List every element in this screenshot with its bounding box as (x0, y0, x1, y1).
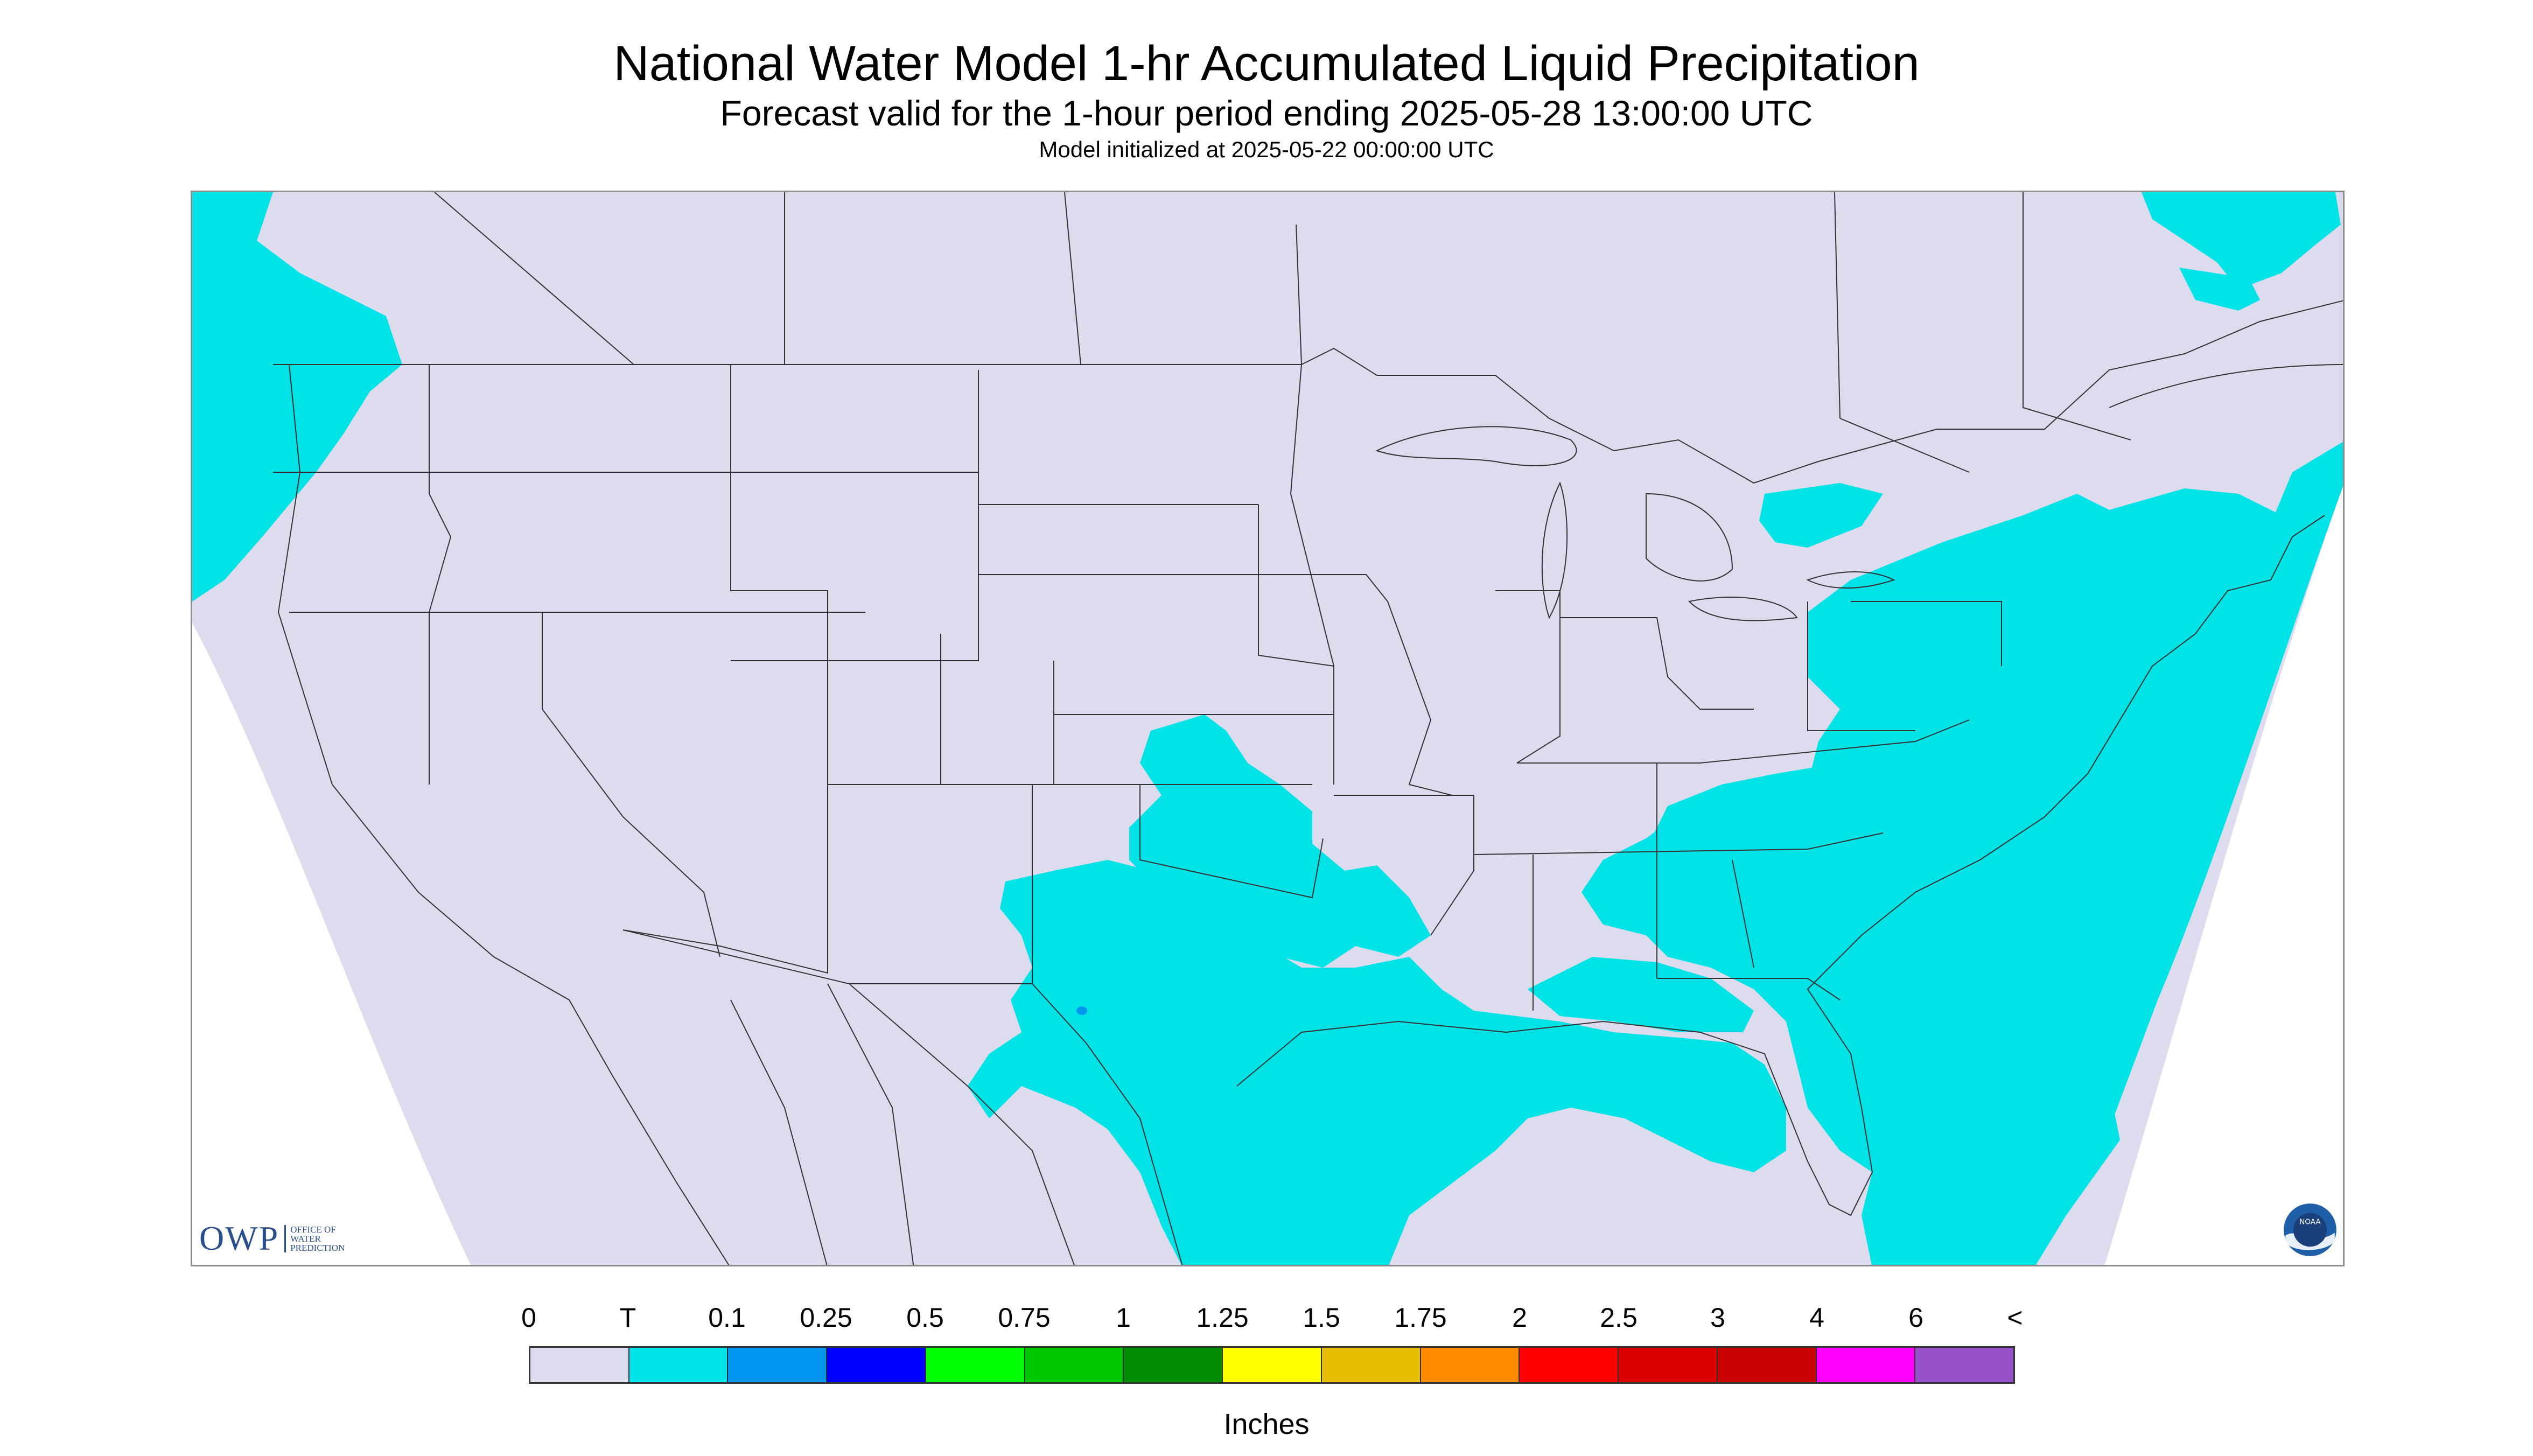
legend-swatch-7 (1223, 1348, 1322, 1382)
legend-label-5: 0.75 (998, 1303, 1051, 1333)
legend-label-4: 0.5 (906, 1303, 944, 1333)
legend-swatch-8 (1321, 1348, 1421, 1382)
precip-region-quebec-north (2142, 192, 2341, 289)
precip-region-ontario (1759, 483, 1883, 548)
legend-swatch-0 (530, 1348, 629, 1382)
legend-label-15: < (2007, 1303, 2023, 1333)
legend-label-1: T (619, 1303, 636, 1333)
legend-label-0: 0 (521, 1303, 536, 1333)
legend-label-9: 1.75 (1394, 1303, 1447, 1333)
svg-text:NOAA: NOAA (2299, 1218, 2321, 1227)
owp-logo-mark: OWP (199, 1219, 279, 1257)
map-subtitle: Forecast valid for the 1-hour period end… (720, 93, 1813, 133)
legend-swatch-12 (1717, 1348, 1817, 1382)
precip-region-southern-plains (1129, 715, 1431, 968)
legend-swatch-13 (1816, 1348, 1916, 1382)
legend-label-14: 6 (1908, 1303, 1923, 1333)
state-boundaries (273, 192, 2343, 1265)
noaa-logo-icon: NOAA (2283, 1202, 2338, 1257)
legend-label-12: 3 (1710, 1303, 1725, 1333)
legend-label-7: 1.25 (1196, 1303, 1249, 1333)
owp-logo: OWP OFFICE OF WATER PREDICTION (199, 1217, 355, 1260)
precip-region-atlantic (1582, 442, 2343, 1265)
legend-label-11: 2.5 (1600, 1303, 1638, 1333)
model-init-text: Model initialized at 2025-05-22 00:00:00… (1039, 137, 1494, 162)
legend-label-2: 0.1 (708, 1303, 746, 1333)
precip-region-bahamas (1915, 1065, 2120, 1265)
precip-heavy-spot (1076, 1006, 1087, 1015)
legend-swatch-1 (629, 1348, 729, 1382)
legend-swatch-10 (1520, 1348, 1619, 1382)
precip-region-gulf-central (1215, 1086, 1431, 1265)
precip-region-quebec-patch (2179, 268, 2260, 311)
legend-swatch-4 (926, 1348, 1025, 1382)
precipitation-map (191, 191, 2345, 1266)
precip-region-pacific-nw (192, 192, 402, 601)
legend-swatch-14 (1915, 1348, 2014, 1382)
legend-label-3: 0.25 (800, 1303, 852, 1333)
owp-logo-text: OFFICE OF WATER PREDICTION (284, 1224, 355, 1252)
precip-region-southeast-interior (1646, 785, 1808, 935)
legend-label-13: 4 (1809, 1303, 1824, 1333)
legend-swatch-3 (827, 1348, 926, 1382)
precip-region-gulf-coast-east (1528, 957, 1754, 1032)
legend-label-10: 2 (1512, 1303, 1527, 1333)
legend-swatch-6 (1124, 1348, 1223, 1382)
legend-swatch-2 (728, 1348, 828, 1382)
map-title: National Water Model 1-hr Accumulated Li… (613, 36, 1920, 91)
legend-label-8: 1.5 (1303, 1303, 1340, 1333)
precip-color-legend (529, 1346, 2015, 1384)
legend-swatch-9 (1421, 1348, 1520, 1382)
legend-swatch-5 (1025, 1348, 1124, 1382)
legend-units: Inches (1223, 1408, 1310, 1440)
legend-label-6: 1 (1116, 1303, 1131, 1333)
legend-swatch-11 (1619, 1348, 1718, 1382)
precip-region-texas-gulf (968, 860, 1786, 1265)
